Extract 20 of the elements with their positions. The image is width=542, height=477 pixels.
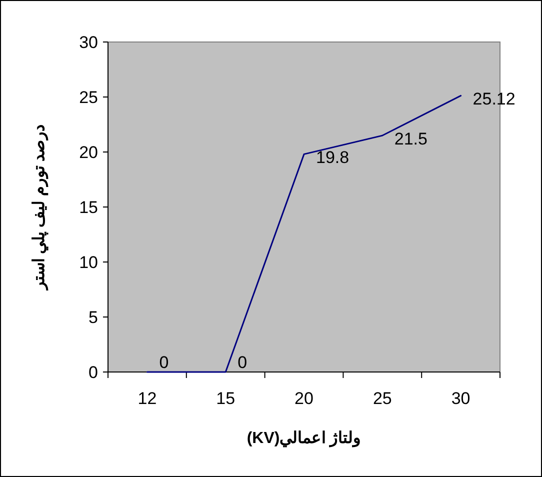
y-tick-label: 5 [88, 308, 98, 327]
y-tick-label: 25 [79, 88, 98, 107]
y-tick-label: 10 [79, 253, 98, 272]
x-tick-label: 20 [294, 389, 314, 408]
data-label: 21.5 [394, 130, 428, 148]
y-tick-label: 0 [88, 363, 98, 382]
data-label: 0 [159, 353, 169, 372]
x-tick-label: 15 [216, 389, 236, 408]
y-tick-label: 30 [79, 33, 98, 52]
y-axis-title: درصد تورم ليف پلي استر [31, 124, 49, 290]
x-tick-label: 12 [138, 389, 157, 408]
y-tick-label: 15 [79, 198, 98, 217]
data-label: 25.12 [472, 90, 516, 109]
line-series [146, 94, 462, 373]
data-label: 0 [238, 353, 248, 372]
x-axis-title: ولتاژ اعمالي(KV) [246, 430, 362, 448]
y-tick-label: 20 [79, 143, 98, 162]
x-tick-label: 30 [451, 389, 470, 408]
x-tick-label: 25 [372, 389, 392, 408]
data-label: 19.8 [316, 148, 350, 168]
